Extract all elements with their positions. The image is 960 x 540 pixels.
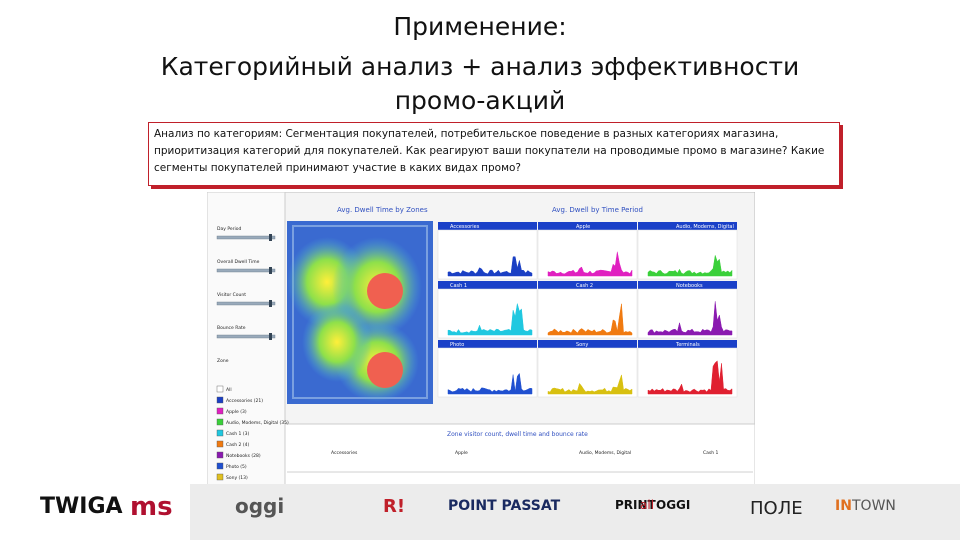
zone-label: All bbox=[226, 387, 232, 393]
zone-label: Notebooks (28) bbox=[226, 453, 261, 459]
slider-handle bbox=[269, 267, 272, 274]
zone-swatch bbox=[216, 462, 224, 470]
zone-label: Audio, Modems, Digital (35) bbox=[226, 420, 289, 426]
dashboard-screenshot: Avg. Dwell Time by Zones Avg. Dwell by Ti… bbox=[207, 192, 755, 494]
zone-swatch bbox=[216, 385, 224, 393]
filter-label: Overall Dwell Time bbox=[217, 259, 260, 265]
panel-header bbox=[638, 281, 737, 289]
logo-text: PRINT bbox=[615, 498, 656, 512]
heatmap bbox=[287, 221, 433, 404]
slider bbox=[216, 268, 276, 273]
mini-chart-area bbox=[447, 303, 533, 336]
logo-text: TOWN bbox=[852, 498, 896, 514]
mini-chart-area bbox=[447, 372, 533, 395]
title-line: Применение: bbox=[393, 12, 567, 41]
filter-label: Visitor Count bbox=[217, 292, 246, 298]
mini-chart-area bbox=[447, 256, 533, 277]
panel-header bbox=[538, 222, 637, 230]
heatmap-title: Avg. Dwell Time by Zones bbox=[337, 206, 428, 214]
mini-chart-area bbox=[647, 301, 733, 336]
panel-header bbox=[538, 340, 637, 348]
slider-handle bbox=[269, 234, 272, 241]
zone-label: Apple (3) bbox=[226, 409, 247, 415]
zone-swatch bbox=[216, 407, 224, 415]
logo-text: oggi bbox=[235, 494, 285, 518]
logo-text: R! bbox=[383, 496, 406, 517]
slider-handle bbox=[269, 300, 272, 307]
zone-swatch bbox=[216, 440, 224, 448]
table-title: Zone visitor count, dwell time and bounc… bbox=[447, 431, 588, 438]
slider bbox=[216, 301, 276, 306]
title-line: Категорийный анализ + анализ эффективнос… bbox=[160, 52, 800, 81]
panel-title: Photo bbox=[450, 342, 464, 348]
zone-swatch bbox=[216, 473, 224, 481]
zone-label: Photo (5) bbox=[226, 464, 247, 470]
mini-chart-area bbox=[647, 360, 733, 395]
mini-chart-area bbox=[547, 374, 633, 395]
panel-header bbox=[538, 281, 637, 289]
zone-swatch bbox=[216, 418, 224, 426]
panel-header bbox=[638, 222, 737, 230]
panel-header bbox=[438, 281, 537, 289]
table-group: Audio, Modems, Digital bbox=[579, 450, 631, 456]
logo-text: ms bbox=[130, 492, 173, 522]
logo-text: OGGI bbox=[656, 498, 691, 512]
panel-header bbox=[438, 222, 537, 230]
panel-title: Cash 1 bbox=[450, 283, 467, 289]
partner-logos: TWIGA ms oggi R! POINT PASSAT PRINT all OGGI ПОЛ… bbox=[40, 484, 960, 540]
zone-swatch bbox=[216, 396, 224, 404]
logo-text: TWIGA bbox=[40, 494, 123, 519]
logo-text: all bbox=[640, 498, 655, 512]
panel-title: Accessories bbox=[450, 224, 480, 230]
filter-label: Bounce Rate bbox=[217, 325, 246, 331]
logo-text: IN bbox=[835, 498, 852, 514]
title-line: промо-акций bbox=[394, 86, 566, 115]
panel-title: Sony bbox=[576, 342, 588, 348]
logo-text: POINT PASSAT bbox=[448, 498, 561, 514]
mini-chart-area bbox=[547, 303, 633, 336]
slider-handle bbox=[269, 333, 272, 340]
zone-label: Cash 2 (4) bbox=[226, 442, 249, 448]
period-title: Avg. Dwell by Time Period bbox=[552, 206, 643, 214]
zone-swatch bbox=[216, 429, 224, 437]
panel-title: Notebooks bbox=[676, 283, 703, 289]
panel-title: Audio, Modems, Digital bbox=[676, 224, 734, 230]
table-group: Apple bbox=[455, 450, 468, 456]
panel-title: Cash 2 bbox=[576, 283, 593, 289]
panel-title: Terminals bbox=[675, 342, 700, 348]
description: Анализ по категориям: Сегментация покупа… bbox=[148, 122, 840, 186]
slider bbox=[216, 334, 276, 339]
mini-chart-area bbox=[647, 255, 733, 277]
slider bbox=[216, 235, 276, 240]
table-group: Accessories bbox=[331, 450, 358, 456]
panel-title: Apple bbox=[576, 224, 590, 230]
zone-label: Cash 1 (3) bbox=[226, 431, 249, 437]
logo-text: ПОЛЕ bbox=[750, 498, 803, 519]
zone-label: Accessories (21) bbox=[226, 398, 263, 404]
table-group: Cash 1 bbox=[703, 450, 719, 456]
panel-header bbox=[638, 340, 737, 348]
panel-header bbox=[438, 340, 537, 348]
zone-swatch bbox=[216, 451, 224, 459]
filter-label: Day Period bbox=[217, 226, 241, 232]
filter-label: Zone bbox=[217, 358, 229, 364]
zone-label: Sony (13) bbox=[226, 475, 248, 481]
mini-chart-area bbox=[547, 251, 633, 277]
